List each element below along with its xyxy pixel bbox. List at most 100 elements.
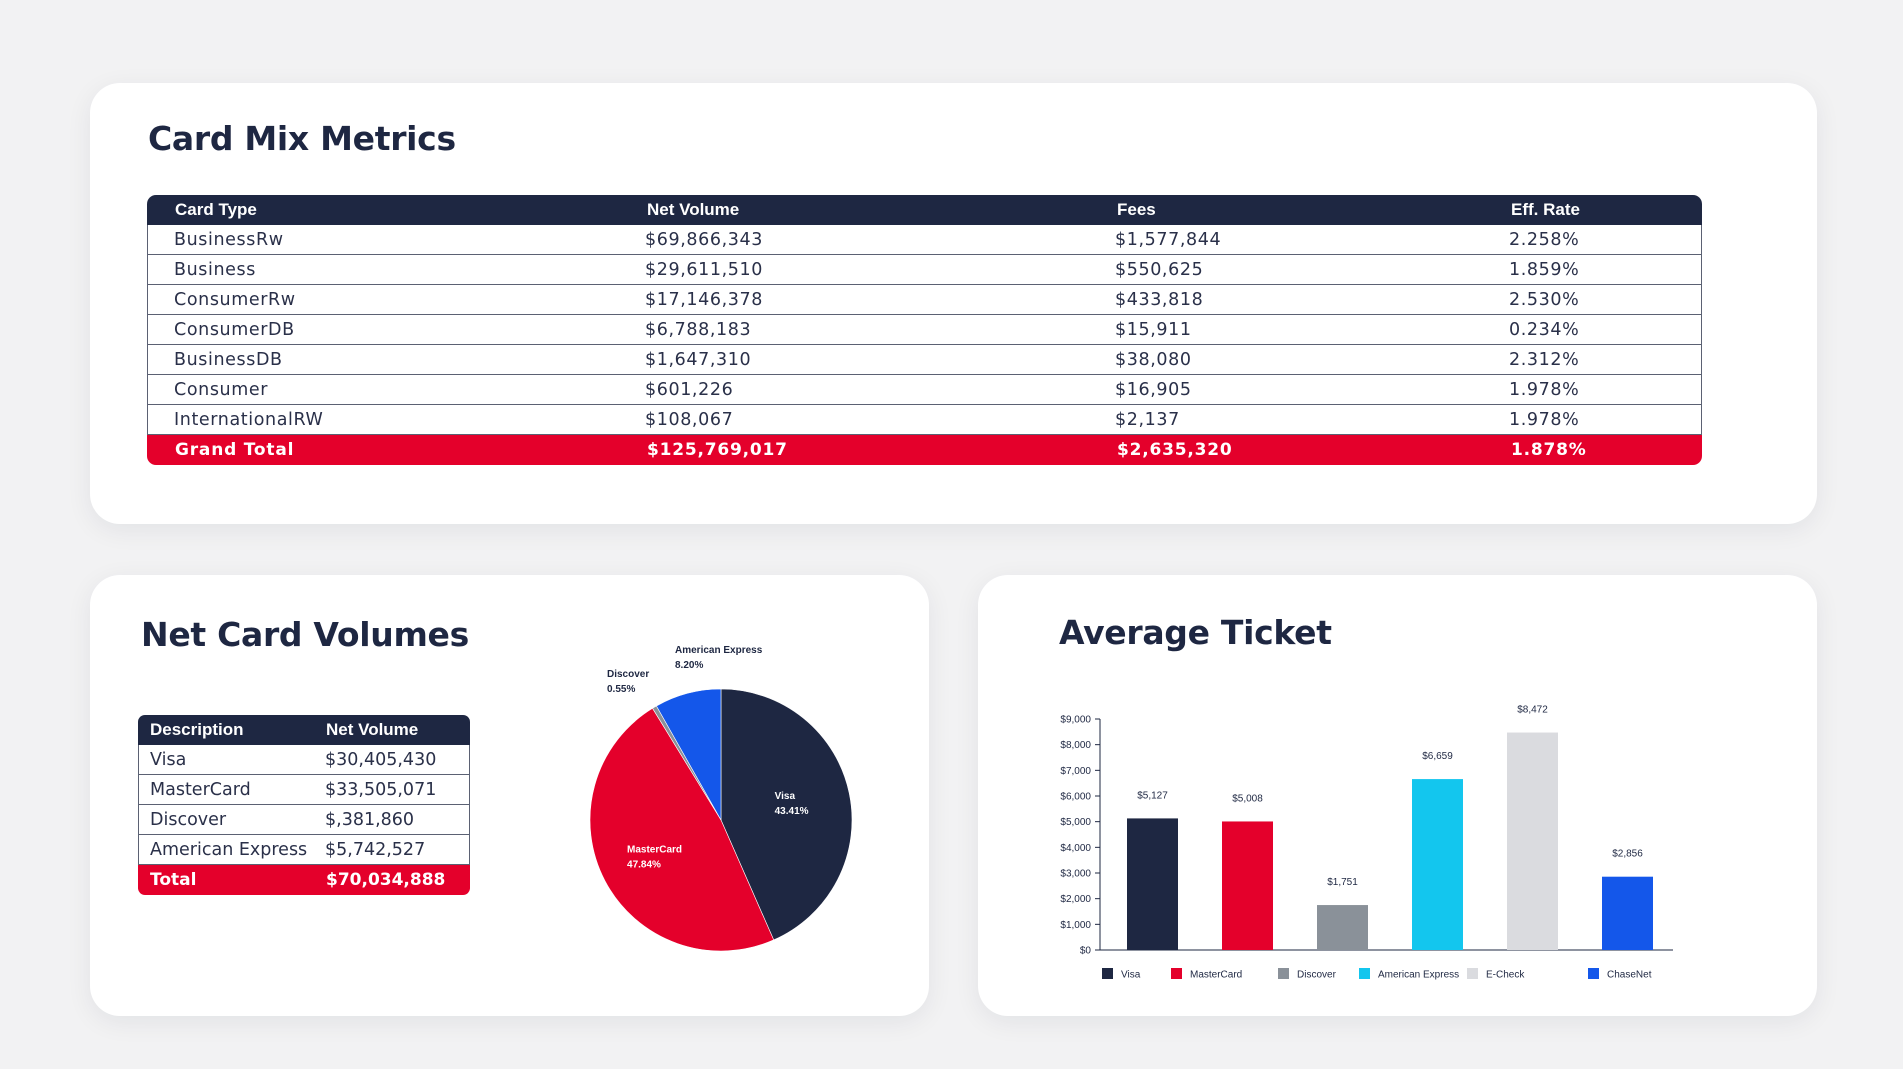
eff-rate-cell: 1.978% xyxy=(1483,375,1702,405)
bar-value-label-american-express: $6,659 xyxy=(1422,751,1453,762)
card-type-cell: BusinessDB xyxy=(147,345,619,375)
net-volume-cell: $1,647,310 xyxy=(619,345,1089,375)
table-row: MasterCard $33,505,071 xyxy=(138,775,470,805)
bar-chasenet xyxy=(1602,876,1653,950)
column-header-card-type: Card Type xyxy=(147,195,619,225)
fees-cell: $16,905 xyxy=(1089,375,1483,405)
grand-total-fees: $2,635,320 xyxy=(1089,435,1483,465)
description-cell: Discover xyxy=(138,805,314,835)
column-header-fees: Fees xyxy=(1089,195,1483,225)
pie-slice-visa xyxy=(720,688,853,941)
net-card-volumes-title: Net Card Volumes xyxy=(141,615,469,654)
y-tick-label: $6,000 xyxy=(1060,792,1091,803)
y-tick-label: $5,000 xyxy=(1060,817,1091,828)
bar-value-label-chasenet: $2,856 xyxy=(1612,849,1643,860)
y-tick-label: $2,000 xyxy=(1060,894,1091,905)
column-header-net-volume: Net Volume xyxy=(619,195,1089,225)
pie-slice-mastercard xyxy=(589,707,775,952)
legend-label-visa: Visa xyxy=(1121,970,1141,981)
y-tick-label: $1,000 xyxy=(1060,920,1091,931)
bar-discover xyxy=(1317,905,1368,950)
pie-label-discover: Discover xyxy=(607,669,649,680)
card-type-cell: ConsumerDB xyxy=(147,315,619,345)
y-tick-label: $8,000 xyxy=(1060,740,1091,751)
net-volume-cell: $108,067 xyxy=(619,405,1089,435)
bar-e-check xyxy=(1507,732,1558,950)
pie-slice-american-express xyxy=(656,688,722,822)
y-tick-label: $3,000 xyxy=(1060,869,1091,880)
net-volume-cell: $29,611,510 xyxy=(619,255,1089,285)
net-volume-cell: $,381,860 xyxy=(314,805,470,835)
net-volume-cell: $33,505,071 xyxy=(314,775,470,805)
total-row: Total $70,034,888 xyxy=(138,865,470,895)
bar-american-express xyxy=(1412,779,1463,950)
card-type-cell: InternationalRW xyxy=(147,405,619,435)
fees-cell: $1,577,844 xyxy=(1089,225,1483,255)
y-tick-label: $0 xyxy=(1080,946,1092,957)
net-volume-cell: $69,866,343 xyxy=(619,225,1089,255)
table-row: InternationalRW $108,067 $2,137 1.978% xyxy=(147,405,1702,435)
legend-label-american-express: American Express xyxy=(1378,970,1459,981)
net-volume-cell: $17,146,378 xyxy=(619,285,1089,315)
average-ticket-card: Average Ticket $0 $1,000 $2,000 $3,000 $4,00… xyxy=(978,575,1817,1016)
table-row: Consumer $601,226 $16,905 1.978% xyxy=(147,375,1702,405)
legend-swatch-chasenet xyxy=(1588,968,1599,979)
net-volume-cell: $601,226 xyxy=(619,375,1089,405)
net-volume-cell: $6,788,183 xyxy=(619,315,1089,345)
legend-label-e-check: E-Check xyxy=(1486,970,1525,981)
fees-cell: $38,080 xyxy=(1089,345,1483,375)
card-type-cell: ConsumerRw xyxy=(147,285,619,315)
fees-cell: $550,625 xyxy=(1089,255,1483,285)
eff-rate-cell: 1.978% xyxy=(1483,405,1702,435)
column-header-eff-rate: Eff. Rate xyxy=(1483,195,1702,225)
total-label: Total xyxy=(138,865,314,895)
card-mix-metrics-card: Card Mix Metrics Card Type Net Volume Fe… xyxy=(90,83,1817,524)
fees-cell: $2,137 xyxy=(1089,405,1483,435)
description-cell: MasterCard xyxy=(138,775,314,805)
table-row: American Express $5,742,527 xyxy=(138,835,470,865)
table-row: ConsumerDB $6,788,183 $15,911 0.234% xyxy=(147,315,1702,345)
net-volumes-header-row: Description Net Volume xyxy=(138,715,470,745)
table-row: Business $29,611,510 $550,625 1.859% xyxy=(147,255,1702,285)
bar-value-label-discover: $1,751 xyxy=(1327,877,1358,888)
grand-total-label: Grand Total xyxy=(147,435,619,465)
eff-rate-cell: 0.234% xyxy=(1483,315,1702,345)
card-type-cell: BusinessRw xyxy=(147,225,619,255)
card-mix-header-row: Card Type Net Volume Fees Eff. Rate xyxy=(147,195,1702,225)
legend-swatch-mastercard xyxy=(1171,968,1182,979)
grand-total-row: Grand Total $125,769,017 $2,635,320 1.87… xyxy=(147,435,1702,465)
legend-label-chasenet: ChaseNet xyxy=(1607,970,1652,981)
pie-percent-mastercard: 47.84% xyxy=(627,860,661,871)
column-header-net-volume: Net Volume xyxy=(314,715,470,745)
fees-cell: $15,911 xyxy=(1089,315,1483,345)
pie-percent-american-express: 8.20% xyxy=(675,660,703,671)
bar-value-label-e-check: $8,472 xyxy=(1517,705,1548,716)
pie-percent-discover: 0.55% xyxy=(607,684,635,695)
eff-rate-cell: 1.859% xyxy=(1483,255,1702,285)
net-card-volumes-card: Net Card Volumes Description Net Volume … xyxy=(90,575,929,1016)
eff-rate-cell: 2.312% xyxy=(1483,345,1702,375)
pie-label-visa: Visa xyxy=(775,791,796,802)
bar-value-label-mastercard: $5,008 xyxy=(1232,793,1263,804)
table-row: Discover $,381,860 xyxy=(138,805,470,835)
y-tick-label: $9,000 xyxy=(1060,715,1091,726)
bar-mastercard xyxy=(1222,821,1273,950)
legend-swatch-discover xyxy=(1278,968,1289,979)
card-mix-title: Card Mix Metrics xyxy=(148,119,456,158)
table-row: ConsumerRw $17,146,378 $433,818 2.530% xyxy=(147,285,1702,315)
pie-label-mastercard: MasterCard xyxy=(627,845,682,856)
bar-visa xyxy=(1127,818,1178,950)
pie-label-american-express: American Express xyxy=(675,645,763,656)
description-cell: American Express xyxy=(138,835,314,865)
y-tick-label: $4,000 xyxy=(1060,843,1091,854)
description-cell: Visa xyxy=(138,745,314,775)
legend-swatch-e-check xyxy=(1467,968,1478,979)
column-header-description: Description xyxy=(138,715,314,745)
pie-percent-visa: 43.41% xyxy=(775,806,809,817)
card-type-cell: Business xyxy=(147,255,619,285)
average-ticket-bar-chart: $0 $1,000 $2,000 $3,000 $4,000 $5,000 $6,000 $7… xyxy=(1060,705,1673,981)
legend-label-mastercard: MasterCard xyxy=(1190,970,1242,981)
y-tick-label: $7,000 xyxy=(1060,766,1091,777)
grand-total-net-volume: $125,769,017 xyxy=(619,435,1089,465)
net-volume-cell: $5,742,527 xyxy=(314,835,470,865)
